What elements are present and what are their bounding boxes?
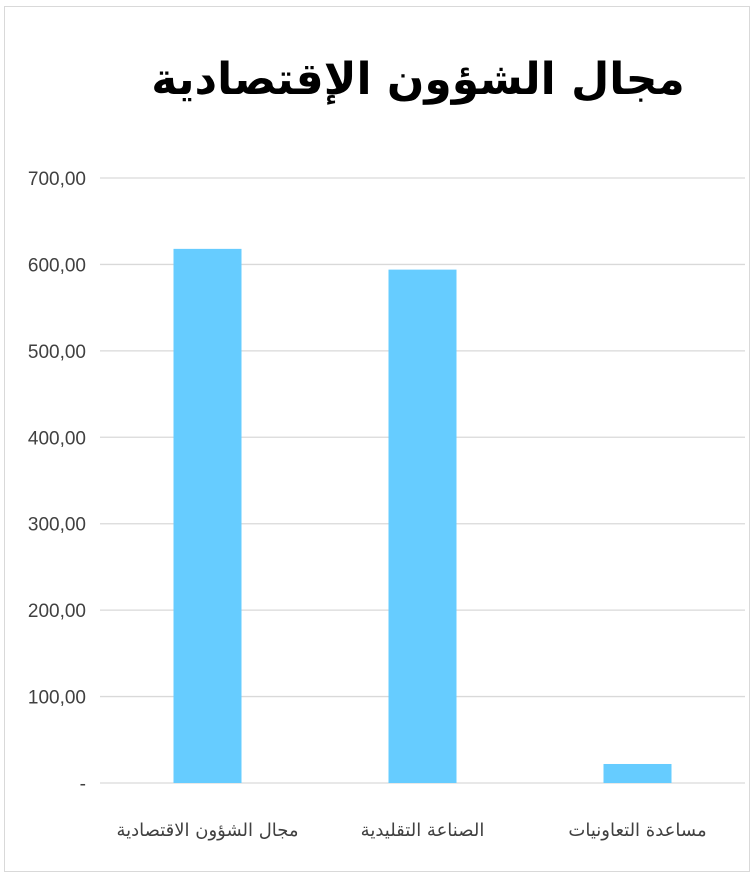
y-axis-tick-labels: - 100,00 200,00 300,00 400,00 500,00 600,00 700… [28,169,86,795]
chart-frame [4,6,750,872]
y-tick-label: 500,00 [28,342,86,363]
x-category-label: الصناعة التقليدية [361,820,485,841]
y-tick-label: - [80,774,86,795]
bar [173,248,242,783]
x-category-label: مجال الشؤون الاقتصادية [116,820,298,841]
chart-title: مجال الشؤون الإقتصادية [151,54,684,105]
y-tick-label: 600,00 [28,255,86,276]
x-category-label: مساعدة التعاونيات [568,820,706,841]
y-tick-label: 700,00 [28,169,86,190]
bar [603,763,672,783]
y-tick-label: 100,00 [28,688,86,709]
y-tick-label: 400,00 [28,428,86,449]
bar [388,269,457,784]
y-tick-label: 300,00 [28,515,86,536]
y-tick-label: 200,00 [28,601,86,622]
bars [173,248,672,784]
x-axis-category-labels: مجال الشؤون الاقتصادية الصناعة التقليدية م… [116,820,706,841]
